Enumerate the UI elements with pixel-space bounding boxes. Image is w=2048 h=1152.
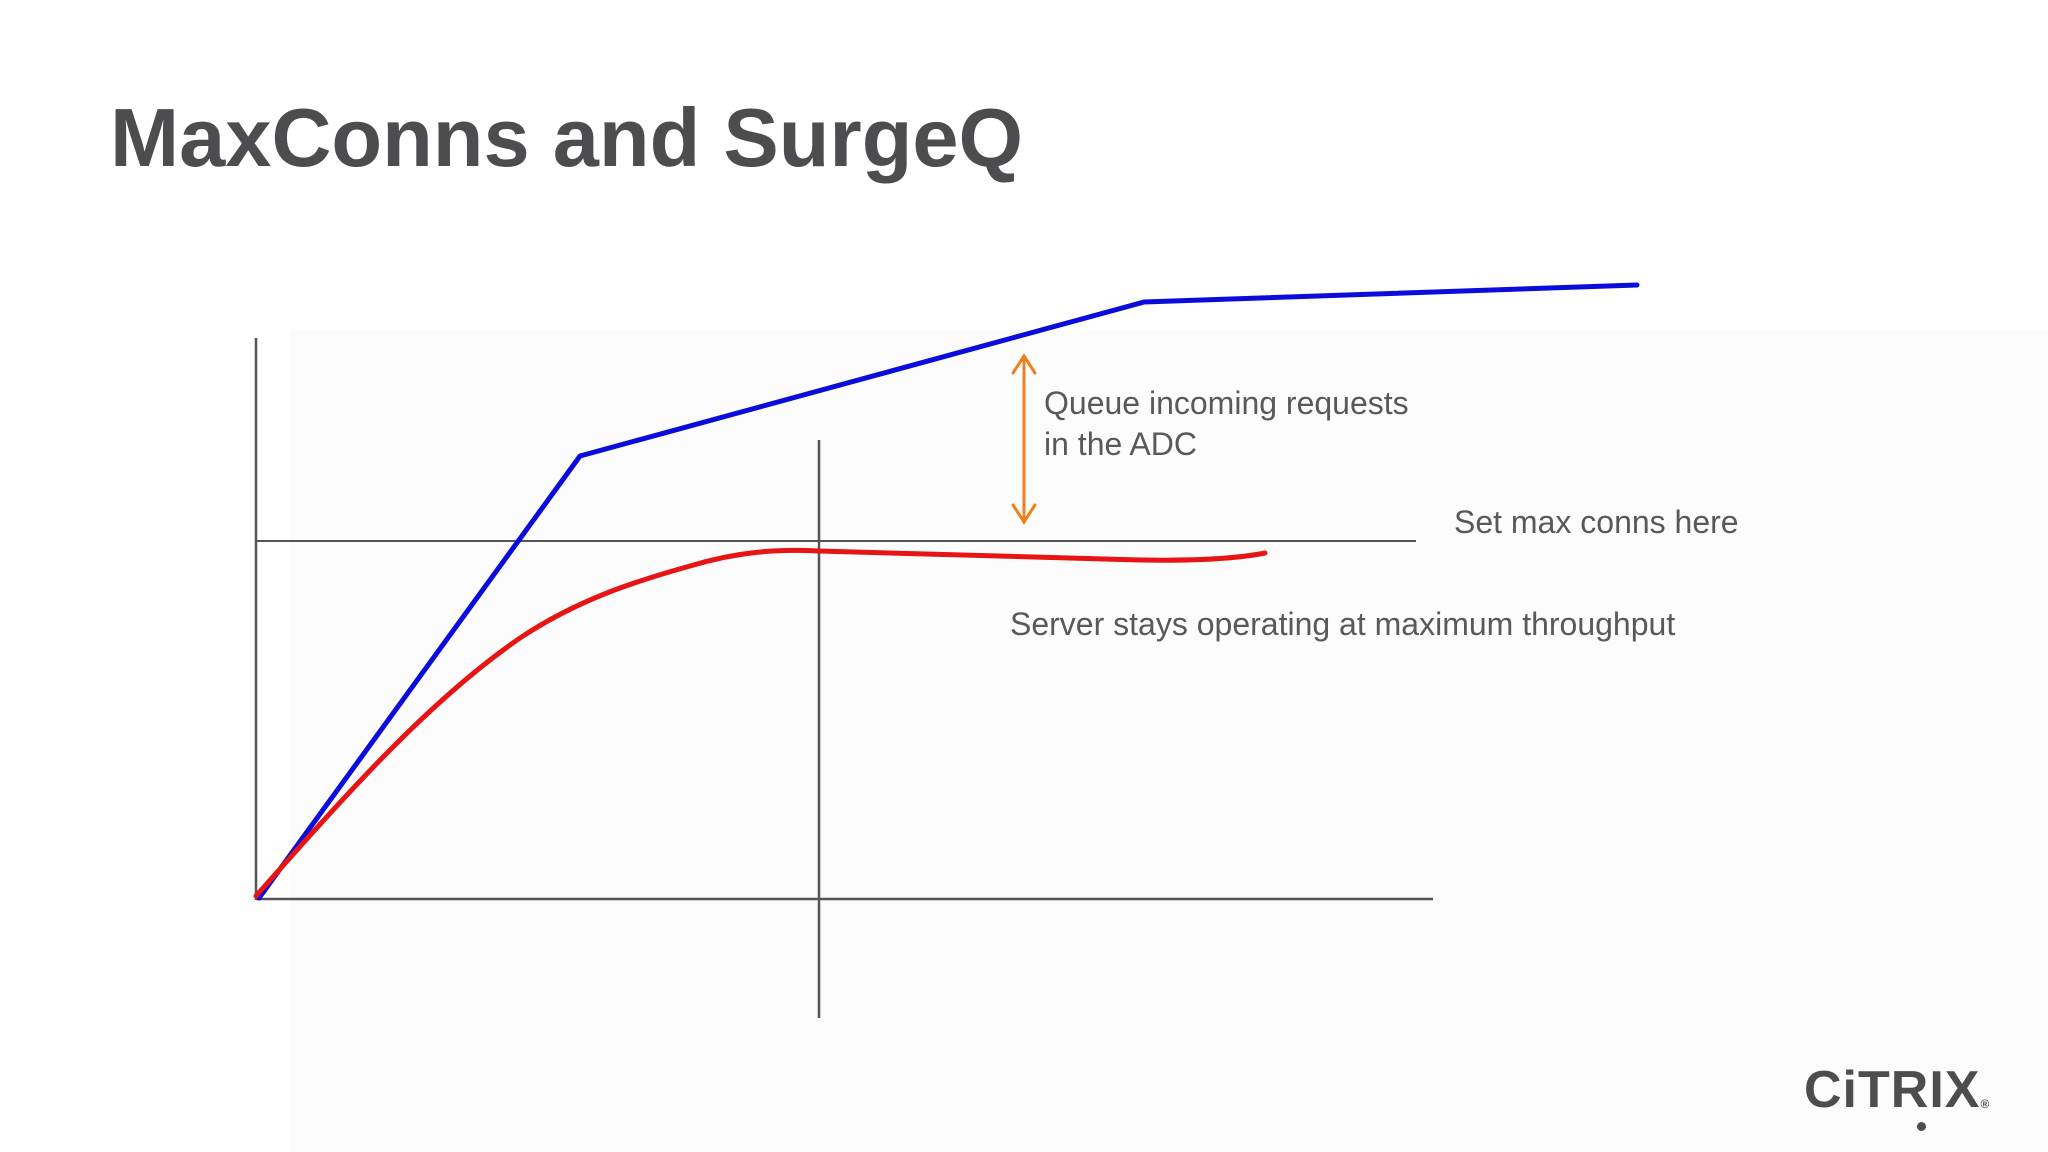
server-stays-label: Server stays operating at maximum throug… [1010,606,1676,642]
citrix-logo: CiTRIX® [1804,1060,1990,1120]
background-shade [290,330,2048,1152]
server-throughput-curve [253,547,1268,899]
queue-label-line2: in the ADC [1044,426,1197,462]
max-conns-label: Set max conns here [1454,504,1739,540]
incoming-requests-curve [256,282,1640,901]
logo-dot-icon [1917,1122,1926,1131]
queue-label-line1: Queue incoming requests [1044,385,1409,421]
queue-double-arrow-icon [1011,353,1037,525]
registered-mark: ® [1980,1097,1991,1111]
logo-text: CiTRIX [1804,1061,1981,1119]
slide-title: MaxConns and SurgeQ [110,91,1024,184]
